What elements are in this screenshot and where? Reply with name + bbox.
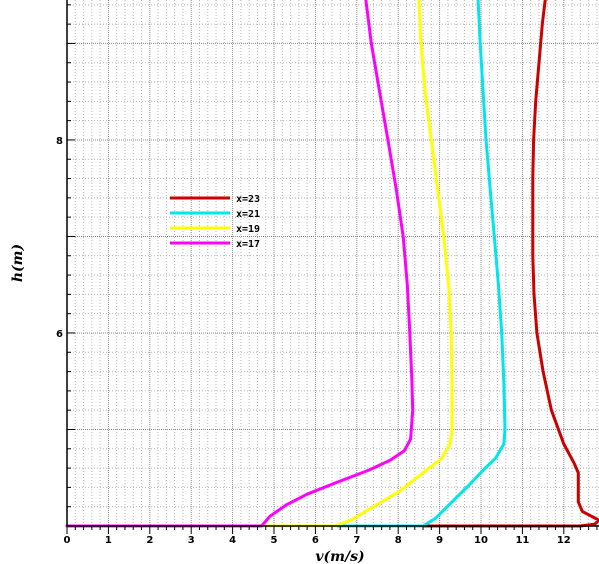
series-line-x-23 [65,0,599,528]
x-tick-label: 1 [105,535,112,546]
x-tick-label: 2 [146,535,153,546]
legend-label: x=19 [236,224,260,235]
x-tick-label: 6 [312,535,319,546]
series-line-x-17 [65,0,415,528]
x-tick-label: 7 [353,535,360,546]
plot-background [67,0,599,526]
x-tick-label: 3 [188,535,195,546]
major-grid [67,0,599,526]
x-tick-label: 9 [436,535,443,546]
x-tick-label: 5 [271,535,278,546]
minor-grid [67,0,599,526]
x-tick-label: 0 [64,535,71,546]
y-ticks: 68 [56,4,75,527]
series-layer [65,0,599,528]
series-line-x-19 [65,0,454,528]
x-tick-label: 10 [474,535,488,546]
y-axis-title: h(m) [10,244,26,282]
x-ticks: 0 1 2 3 4 5 6 7 8 9 10 11 12 [64,526,598,546]
y-tick-label: 8 [56,136,63,147]
legend-label: x=17 [236,239,260,250]
x-axis-title: v(m/s) [315,549,364,564]
legend: x=23 x=21 x=19 x=17 [170,194,260,250]
x-tick-label: 12 [557,535,571,546]
x-tick-label: 11 [515,535,529,546]
x-tick-label: 4 [229,535,236,546]
x-tick-label: 8 [395,535,402,546]
series-line-x-21 [65,0,507,528]
legend-label: x=21 [236,209,260,220]
legend-label: x=23 [236,194,260,205]
y-tick-label: 6 [56,329,63,340]
